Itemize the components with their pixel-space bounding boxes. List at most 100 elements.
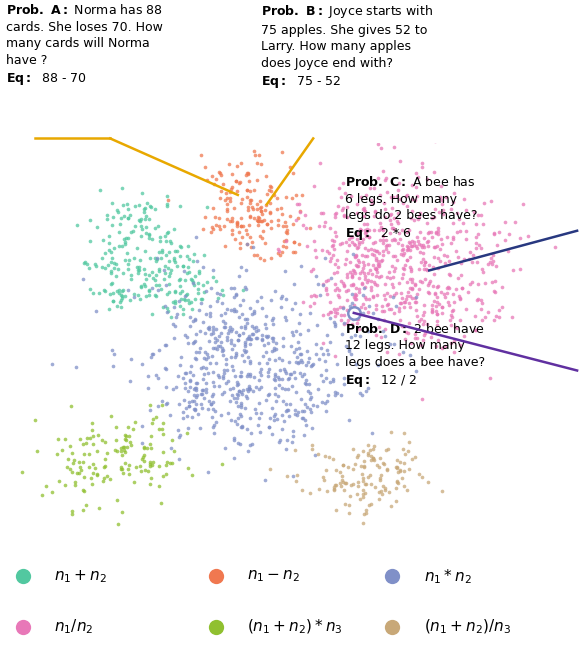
- Point: [318, 337, 327, 348]
- Point: [332, 266, 342, 277]
- Point: [154, 285, 163, 295]
- Point: [405, 252, 415, 262]
- Point: [402, 291, 411, 301]
- Point: [423, 241, 433, 252]
- Point: [88, 468, 97, 478]
- Point: [492, 311, 501, 321]
- Point: [235, 177, 244, 188]
- Point: [321, 406, 331, 416]
- Point: [283, 384, 292, 394]
- Point: [251, 408, 260, 419]
- Point: [145, 479, 154, 489]
- Point: [425, 288, 434, 298]
- Point: [376, 469, 386, 480]
- Point: [371, 330, 380, 341]
- Point: [353, 314, 362, 324]
- Point: [406, 338, 415, 348]
- Point: [272, 396, 281, 406]
- Point: [331, 231, 340, 241]
- Point: [359, 263, 368, 273]
- Point: [339, 211, 349, 222]
- Point: [368, 454, 377, 465]
- Point: [338, 202, 347, 213]
- Point: [331, 115, 340, 125]
- Point: [389, 308, 398, 318]
- Point: [370, 206, 379, 216]
- Point: [188, 338, 198, 348]
- Point: [298, 297, 307, 307]
- Point: [296, 355, 306, 365]
- Point: [236, 262, 245, 272]
- Point: [136, 214, 146, 224]
- Point: [398, 473, 407, 483]
- Point: [461, 226, 470, 237]
- Point: [236, 198, 245, 209]
- Point: [337, 474, 346, 485]
- Point: [169, 446, 179, 456]
- Point: [262, 218, 271, 229]
- Point: [266, 252, 276, 263]
- Point: [376, 255, 386, 266]
- Point: [245, 370, 254, 381]
- Point: [219, 371, 228, 382]
- Point: [237, 221, 246, 231]
- Point: [386, 209, 396, 219]
- Point: [164, 278, 173, 289]
- Point: [245, 333, 254, 344]
- Point: [257, 209, 266, 220]
- Point: [125, 294, 135, 305]
- Point: [298, 370, 307, 381]
- Point: [220, 308, 229, 318]
- Point: [438, 199, 447, 209]
- Point: [77, 465, 86, 475]
- Point: [210, 406, 219, 416]
- Point: [292, 410, 302, 420]
- Point: [458, 217, 467, 228]
- Point: [99, 473, 108, 483]
- Point: [109, 242, 118, 253]
- Point: [280, 311, 289, 322]
- Point: [288, 218, 298, 229]
- Point: [339, 379, 349, 389]
- Point: [367, 455, 376, 465]
- Point: [353, 241, 362, 252]
- Point: [151, 275, 160, 285]
- Point: [310, 181, 319, 191]
- Point: [404, 225, 413, 235]
- Point: [329, 244, 339, 254]
- Point: [175, 288, 184, 298]
- Point: [245, 356, 255, 366]
- Point: [444, 282, 454, 293]
- Point: [94, 288, 103, 298]
- Point: [252, 175, 262, 185]
- Point: [85, 433, 95, 443]
- Point: [392, 496, 401, 506]
- Point: [407, 213, 416, 224]
- Point: [210, 381, 219, 391]
- Point: [171, 287, 180, 297]
- Point: [116, 446, 125, 456]
- Point: [264, 354, 274, 365]
- Point: [118, 464, 127, 474]
- Point: [270, 344, 279, 355]
- Point: [261, 171, 270, 181]
- Point: [395, 233, 404, 244]
- Point: [169, 255, 178, 265]
- Point: [399, 427, 408, 437]
- Point: [195, 326, 205, 336]
- Point: [364, 450, 373, 460]
- Point: [345, 267, 354, 278]
- Point: [267, 182, 276, 192]
- Point: [235, 243, 245, 254]
- Point: [389, 224, 398, 234]
- Point: [343, 306, 352, 316]
- Point: [215, 166, 224, 177]
- Point: [274, 244, 283, 255]
- Point: [290, 372, 299, 383]
- Point: [342, 202, 351, 212]
- Point: [393, 217, 402, 228]
- Point: [385, 291, 394, 301]
- Point: [220, 195, 230, 205]
- Point: [79, 449, 89, 460]
- Point: [284, 373, 293, 384]
